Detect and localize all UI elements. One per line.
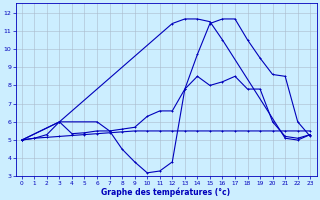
X-axis label: Graphe des températures (°c): Graphe des températures (°c) xyxy=(101,187,231,197)
